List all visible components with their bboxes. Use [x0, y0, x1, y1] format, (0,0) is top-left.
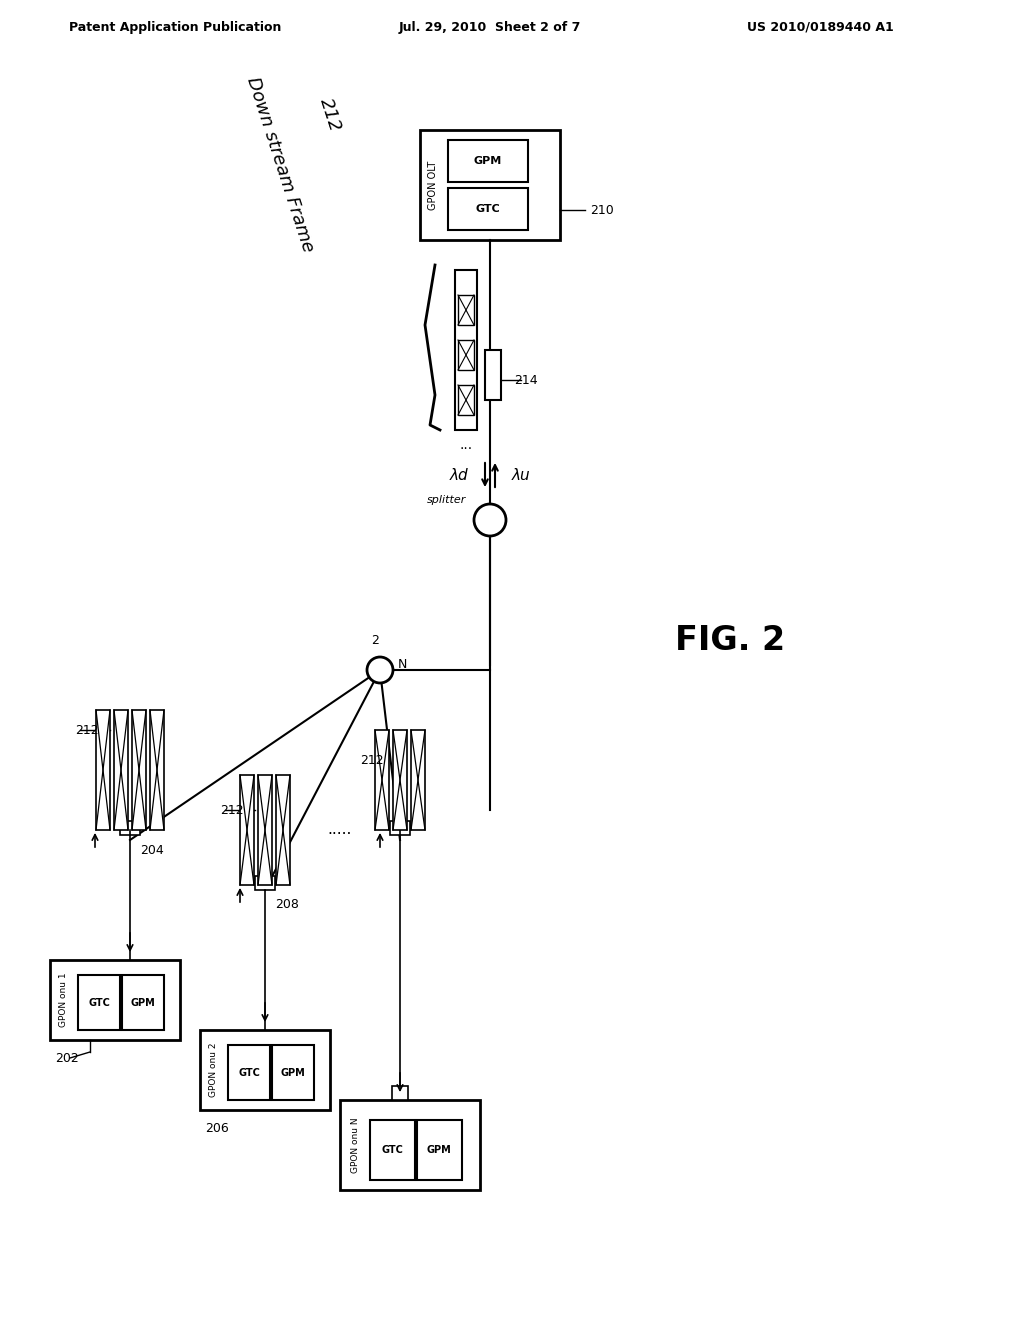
Bar [258, 775, 272, 884]
Text: λd: λd [450, 467, 468, 483]
Text: 212: 212 [75, 723, 98, 737]
Text: λu: λu [512, 467, 530, 483]
Text: GTC: GTC [238, 1068, 260, 1078]
Bar [255, 876, 275, 890]
Text: GTC: GTC [88, 998, 110, 1008]
Bar [114, 710, 128, 830]
Bar [420, 129, 560, 240]
Text: GPM: GPM [427, 1144, 452, 1155]
Circle shape [474, 504, 506, 536]
Bar [150, 710, 164, 830]
Bar [411, 730, 425, 830]
Text: GTC: GTC [475, 205, 501, 214]
Bar [458, 385, 474, 414]
Text: US 2010/0189440 A1: US 2010/0189440 A1 [746, 21, 893, 33]
Circle shape [367, 657, 393, 682]
Text: 212: 212 [220, 804, 244, 817]
Text: .....: ..... [328, 822, 352, 837]
Bar [276, 775, 290, 884]
Text: splitter: splitter [427, 495, 466, 506]
Text: Jul. 29, 2010  Sheet 2 of 7: Jul. 29, 2010 Sheet 2 of 7 [398, 21, 582, 33]
Text: 2: 2 [371, 634, 379, 647]
Bar [50, 960, 180, 1040]
Text: GPON OLT: GPON OLT [428, 160, 438, 210]
Text: 206: 206 [205, 1122, 228, 1134]
Bar [120, 821, 140, 836]
Bar [96, 710, 110, 830]
Text: 214: 214 [514, 374, 538, 387]
Text: 212: 212 [360, 754, 384, 767]
Text: GPM: GPM [131, 998, 156, 1008]
Bar [272, 1045, 314, 1100]
Bar [417, 1119, 462, 1180]
Text: Patent Application Publication: Patent Application Publication [69, 21, 282, 33]
Bar [78, 975, 120, 1030]
Text: GPM: GPM [281, 1068, 305, 1078]
Bar [228, 1045, 270, 1100]
Bar [449, 140, 528, 182]
Text: 208: 208 [275, 899, 299, 912]
Bar [340, 1100, 480, 1191]
Bar [392, 1086, 408, 1100]
Text: ...: ... [460, 438, 472, 451]
Bar [393, 730, 407, 830]
Bar [449, 187, 528, 230]
Text: 210: 210 [590, 203, 613, 216]
Text: 204: 204 [140, 843, 164, 857]
Text: GTC: GTC [381, 1144, 402, 1155]
Text: GPON onu 2: GPON onu 2 [210, 1043, 218, 1097]
Text: Down stream Frame: Down stream Frame [243, 75, 316, 255]
Bar [455, 271, 477, 430]
Bar [132, 710, 146, 830]
Text: 202: 202 [55, 1052, 79, 1064]
Bar [122, 975, 164, 1030]
Bar [485, 350, 501, 400]
Bar [370, 1119, 415, 1180]
Text: 212: 212 [316, 96, 344, 135]
Text: GPON onu 1: GPON onu 1 [59, 973, 69, 1027]
Text: GPM: GPM [474, 156, 502, 166]
Text: FIG. 2: FIG. 2 [675, 623, 785, 656]
Text: N: N [398, 659, 408, 672]
Bar [390, 821, 410, 836]
Bar [458, 341, 474, 370]
Bar [458, 294, 474, 325]
Bar [240, 775, 254, 884]
Bar [200, 1030, 330, 1110]
Bar [375, 730, 389, 830]
Text: GPON onu N: GPON onu N [350, 1117, 359, 1172]
